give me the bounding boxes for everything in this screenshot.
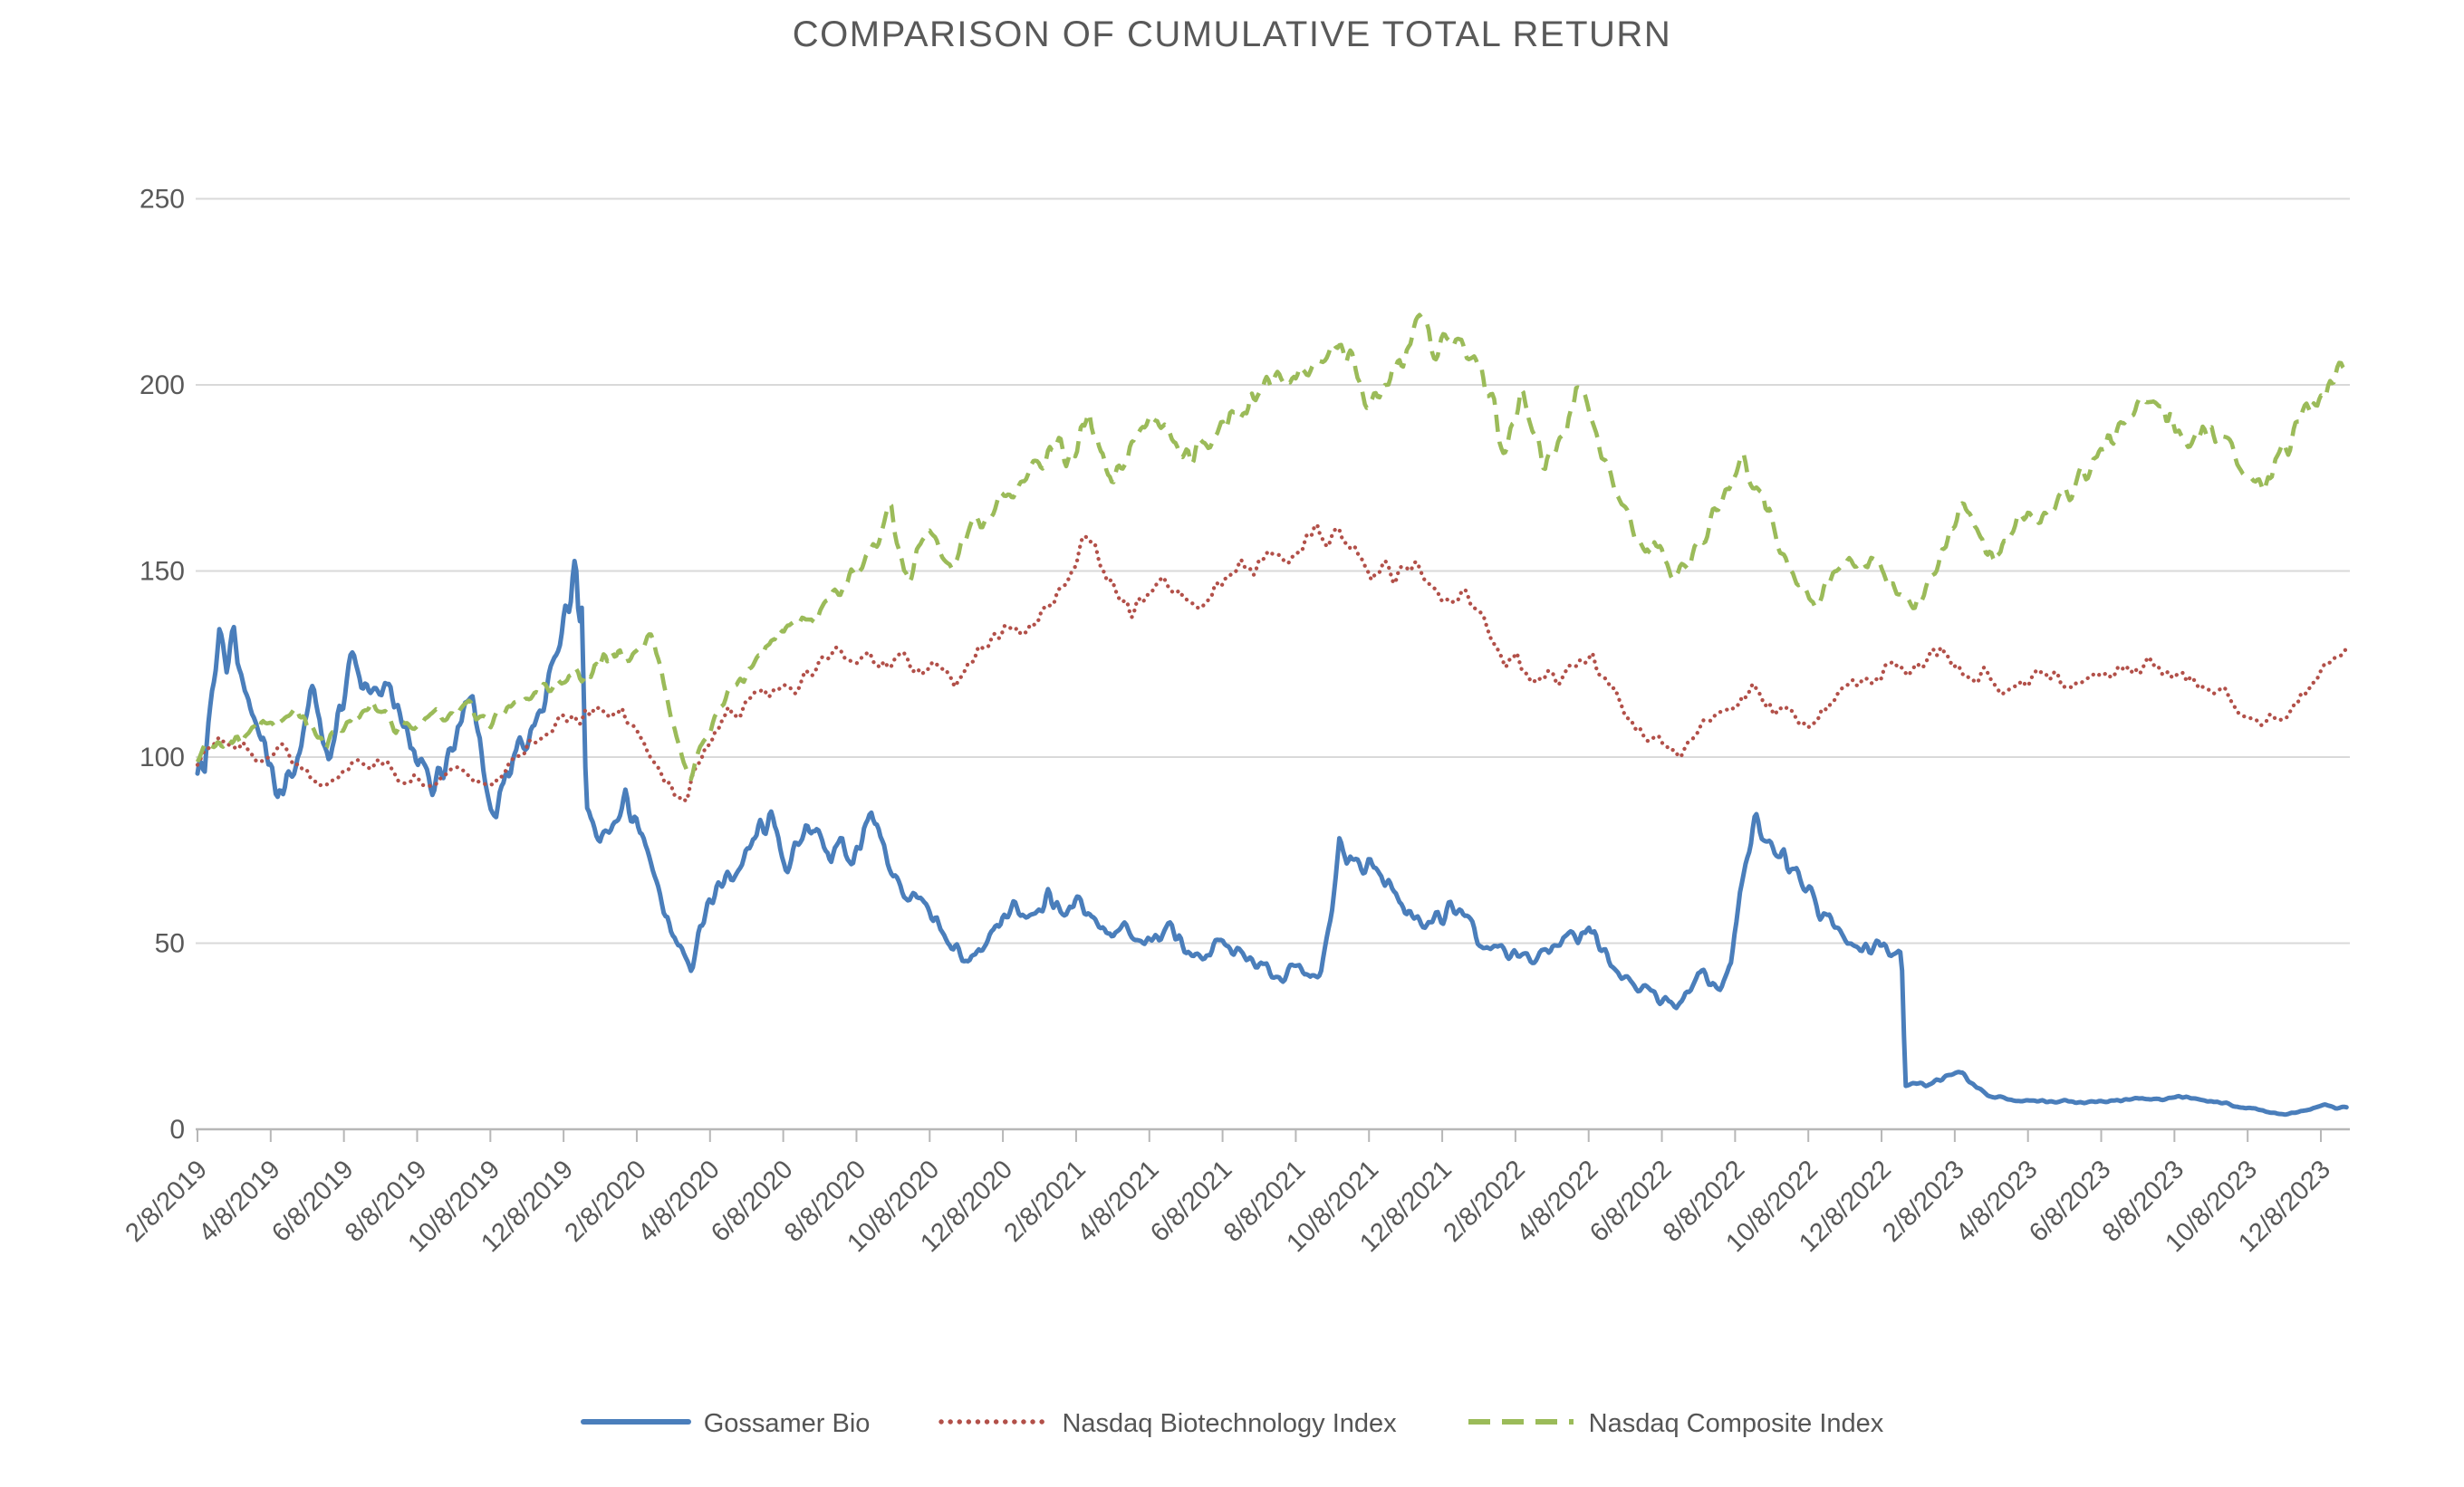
series-line-nasdaq-biotechnology-index <box>195 522 2349 803</box>
gossamer-bio-line-swatch-icon <box>580 1415 691 1433</box>
chart-legend: Gossamer Bio Nasdaq Biotechnology Index … <box>0 1409 2464 1439</box>
y-axis-label: 150 <box>140 557 185 587</box>
legend-item-nasdaq-composite: Nasdaq Composite Index <box>1466 1409 1884 1439</box>
y-axis-label: 200 <box>140 370 185 400</box>
legend-item-gossamer-bio: Gossamer Bio <box>580 1409 871 1439</box>
series-line-gossamer-bio <box>195 559 2349 1118</box>
nasdaq-composite-dashed-swatch-icon <box>1466 1415 1576 1433</box>
series-line-nasdaq-composite-index <box>195 312 2349 782</box>
y-axis-label: 100 <box>140 743 185 772</box>
nasdaq-biotechnology-dotted-swatch-icon <box>938 1415 1050 1433</box>
legend-label-nasdaq-composite: Nasdaq Composite Index <box>1588 1409 1884 1438</box>
chart-title: COMPARISON OF CUMULATIVE TOTAL RETURN <box>792 14 1672 54</box>
y-axis-label: 0 <box>169 1115 185 1145</box>
legend-label-nasdaq-biotechnology: Nasdaq Biotechnology Index <box>1062 1409 1397 1438</box>
y-axis-label: 50 <box>155 929 185 959</box>
legend-label-gossamer-bio: Gossamer Bio <box>703 1409 871 1438</box>
legend-item-nasdaq-biotechnology: Nasdaq Biotechnology Index <box>938 1409 1397 1439</box>
y-axis-label: 250 <box>140 185 185 215</box>
